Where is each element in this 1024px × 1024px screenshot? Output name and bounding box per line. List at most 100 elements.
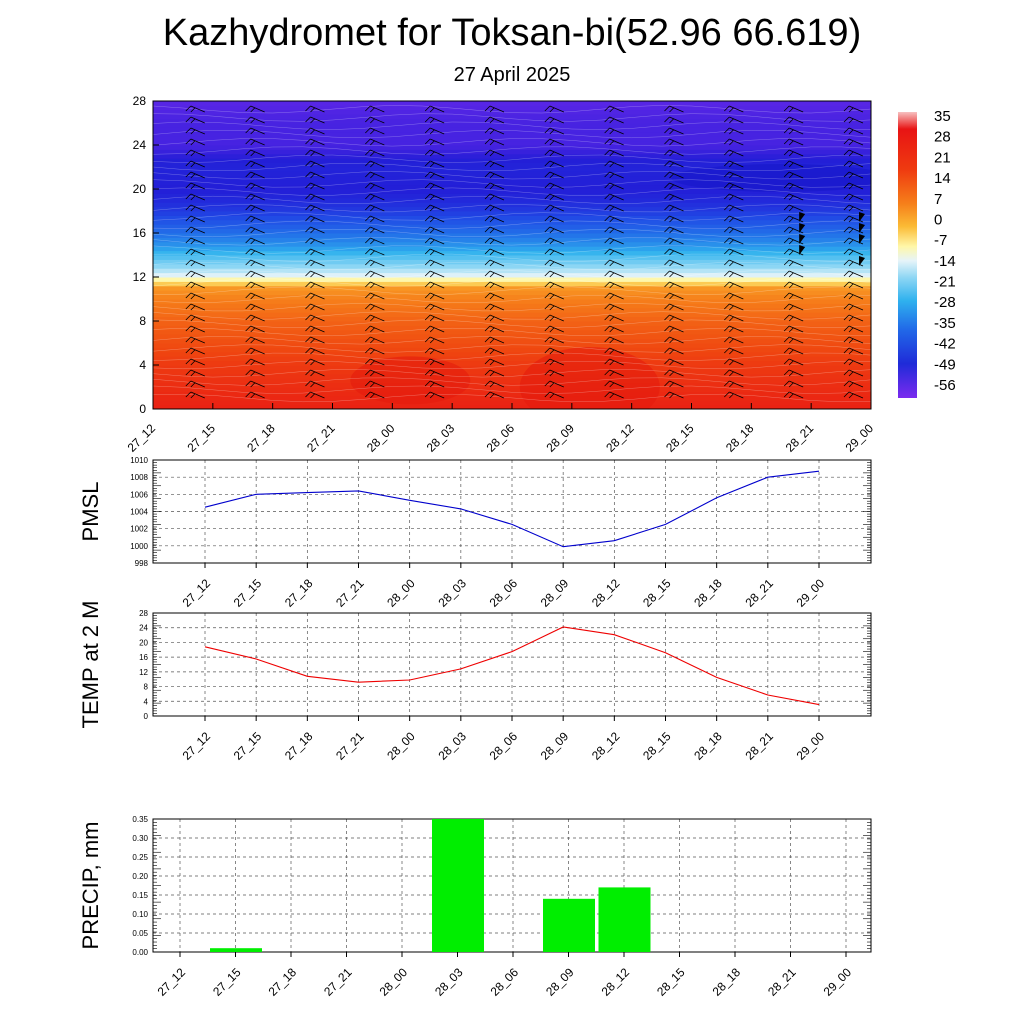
- wind-barb: [783, 204, 804, 212]
- wind-barb: [604, 336, 624, 344]
- y-tick-label: 20: [133, 182, 147, 196]
- x-tick-label: 28_06: [488, 965, 522, 999]
- wind-barb: [424, 127, 445, 135]
- wind-barb: [544, 149, 564, 157]
- wind-barb: [544, 105, 564, 113]
- temperature-band: [153, 263, 871, 269]
- x-tick-label: 28_12: [589, 729, 623, 763]
- wind-barb: [604, 292, 624, 300]
- wind-barb: [604, 171, 624, 179]
- temperature-band: [153, 192, 871, 199]
- y-tick-label: 12: [139, 668, 148, 677]
- wind-barb: [185, 105, 205, 113]
- contour-line: [153, 352, 871, 361]
- temperature-band: [153, 104, 871, 111]
- wind-barb: [185, 138, 205, 146]
- wind-barb: [843, 391, 864, 399]
- wind-barb: [245, 281, 265, 289]
- x-tick-label: 27_21: [333, 729, 367, 763]
- wind-barb: [664, 303, 684, 311]
- wind-barb: [664, 336, 684, 344]
- wind-barb: [424, 248, 445, 256]
- y-tick-label: 0.25: [132, 853, 148, 862]
- x-tick-label: 28_21: [765, 965, 799, 999]
- wind-barb: [305, 138, 325, 146]
- wind-barb: [783, 226, 804, 234]
- wind-barb: [424, 369, 445, 377]
- wind-barb: [245, 369, 265, 377]
- x-tick-label: 27_18: [282, 576, 316, 610]
- wind-barb: [424, 105, 445, 113]
- contour-line: [153, 162, 871, 172]
- wind-barb: [484, 237, 505, 245]
- wind-barb: [843, 237, 864, 245]
- wind-barb: [843, 270, 864, 278]
- wind-barb: [604, 237, 624, 245]
- wind-barb: [544, 270, 564, 278]
- wind-barb: [604, 215, 624, 223]
- wind-barb: [424, 259, 445, 267]
- wind-barb: [544, 292, 564, 300]
- warm-core: [519, 347, 660, 409]
- wind-barb: [604, 270, 624, 278]
- x-tick-label: 28_09: [543, 965, 577, 999]
- wind-barb: [843, 347, 864, 355]
- y-tick-label: 0.05: [132, 929, 148, 938]
- wind-barb: [484, 347, 505, 355]
- wind-barb: [724, 105, 744, 113]
- wind-barb: [185, 226, 205, 234]
- x-tick-label: 28_21: [742, 576, 776, 610]
- wind-barb: [783, 138, 804, 146]
- wind-barb: [664, 358, 684, 366]
- temperature-band: [153, 276, 871, 282]
- wind-barb: [365, 226, 385, 234]
- x-tick-label: 27_21: [321, 965, 355, 999]
- y-tick-label: 0: [139, 402, 146, 416]
- wind-barb: [604, 369, 624, 377]
- wind-barb: [484, 358, 505, 366]
- wind-barb: [544, 369, 564, 377]
- x-tick-label: 27_18: [244, 421, 278, 455]
- wind-barb: [664, 138, 684, 146]
- wind-barb: [185, 391, 205, 399]
- wind-barb: [664, 204, 684, 212]
- wind-barb: [424, 281, 445, 289]
- wind-barb: [664, 314, 684, 322]
- wind-barb: [305, 215, 325, 223]
- temperature-band: [153, 355, 871, 362]
- x-tick-label: 27_15: [210, 965, 244, 999]
- wind-barb: [544, 204, 564, 212]
- wind-barb: [664, 149, 684, 157]
- wind-barb: [664, 182, 684, 190]
- temperature-band: [153, 377, 871, 384]
- x-tick-label: 28_06: [484, 421, 518, 455]
- wind-barb: [843, 105, 864, 113]
- wind-barb: [126, 381, 145, 387]
- wind-barb: [424, 391, 445, 399]
- y-tick-label: 16: [133, 226, 147, 240]
- wind-barb: [724, 325, 744, 333]
- y-tick-label: 0.30: [132, 834, 148, 843]
- contour-line: [153, 393, 871, 403]
- wind-barb: [185, 259, 205, 267]
- wind-barb: [245, 237, 265, 245]
- wind-barb: [484, 314, 505, 322]
- y-tick-label: 4: [144, 697, 149, 706]
- wind-barb: [604, 204, 624, 212]
- wind-barb: [365, 237, 385, 245]
- wind-barb: [724, 182, 744, 190]
- x-tick-label: 28_21: [742, 729, 776, 763]
- wind-barb: [424, 193, 445, 201]
- wind-barb: [843, 226, 864, 234]
- wind-barb: [365, 325, 385, 333]
- wind-barb: [424, 160, 445, 168]
- wind-barb: [126, 260, 145, 266]
- wind-barb: [424, 226, 445, 234]
- wind-barb: [305, 127, 325, 135]
- wind-barb: [664, 160, 684, 168]
- wind-barb: [424, 325, 445, 333]
- temperature-band: [153, 113, 871, 120]
- wind-barb: [664, 127, 684, 135]
- wind-barb: [126, 117, 145, 123]
- wind-barb: [724, 303, 744, 311]
